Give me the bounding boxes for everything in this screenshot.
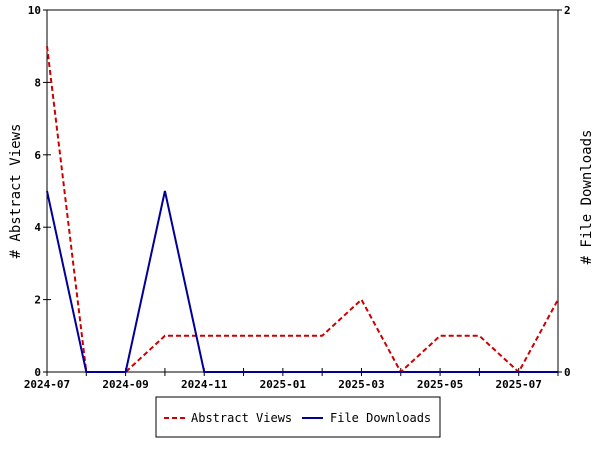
y-tick-label-left: 6 — [34, 149, 41, 162]
y-tick-label-left: 0 — [34, 366, 41, 379]
x-tick-label: 2024-09 — [102, 378, 148, 391]
y-tick-label-left: 4 — [34, 221, 41, 234]
y-axis-title-left: # Abstract Views — [8, 124, 24, 259]
legend-label-file-downloads: File Downloads — [330, 411, 431, 425]
x-tick-label: 2024-07 — [24, 378, 70, 391]
x-tick-label: 2025-05 — [417, 378, 463, 391]
plot-area — [46, 9, 559, 373]
series-line-file-downloads — [46, 190, 558, 373]
y-axis-title-right: # File Downloads — [579, 130, 595, 265]
y-tick-label-left: 10 — [28, 4, 41, 17]
legend-label-abstract-views: Abstract Views — [191, 411, 292, 425]
y-tick-label-right: 2 — [564, 4, 571, 17]
x-tick-label: 2024-11 — [181, 378, 228, 391]
x-tick-label: 2025-07 — [496, 378, 542, 391]
x-tick-label: 2025-01 — [260, 378, 307, 391]
legend-box — [155, 396, 441, 438]
y-tick-label-left: 2 — [34, 294, 41, 307]
y-tick-label-right: 0 — [564, 366, 571, 379]
legend: Abstract Views File Downloads — [155, 396, 441, 438]
x-tick-label: 2025-03 — [338, 378, 384, 391]
series-line-abstract-views — [46, 46, 559, 374]
y-tick-label-left: 8 — [34, 76, 41, 89]
